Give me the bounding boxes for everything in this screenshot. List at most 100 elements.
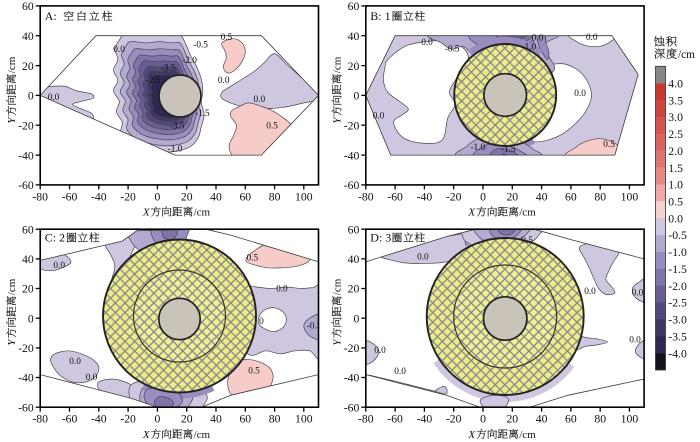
- svg-text:100: 100: [621, 413, 639, 426]
- svg-text:0: 0: [480, 190, 486, 203]
- svg-text:80: 80: [594, 413, 606, 426]
- svg-text:60: 60: [239, 190, 251, 203]
- svg-text:-20: -20: [18, 119, 34, 132]
- svg-text:-2.0: -2.0: [668, 280, 687, 293]
- svg-text:-1.0: -1.0: [470, 143, 485, 153]
- svg-text:-60: -60: [344, 401, 360, 414]
- svg-text:-0.5: -0.5: [307, 321, 322, 331]
- svg-text:40: 40: [210, 413, 222, 426]
- svg-text:40: 40: [22, 253, 34, 266]
- svg-text:0.0: 0.0: [574, 89, 586, 99]
- svg-text:2.5: 2.5: [668, 128, 683, 141]
- svg-text:-40: -40: [18, 372, 34, 385]
- svg-text:0.0: 0.0: [218, 76, 230, 86]
- svg-text:Y: Y: [6, 338, 18, 346]
- svg-text:/cm: /cm: [6, 56, 18, 73]
- svg-text:A:: A:: [45, 9, 57, 23]
- svg-text:-1.0: -1.0: [168, 144, 183, 154]
- svg-text:20: 20: [181, 190, 193, 203]
- svg-text:100: 100: [295, 190, 313, 203]
- svg-text:80: 80: [269, 413, 281, 426]
- svg-text:-20: -20: [446, 413, 462, 426]
- svg-text:X: X: [467, 207, 476, 219]
- svg-text:0.0: 0.0: [48, 93, 60, 103]
- svg-text:60: 60: [239, 413, 251, 426]
- svg-text:40: 40: [536, 413, 548, 426]
- svg-text:20: 20: [181, 413, 193, 426]
- svg-text:-60: -60: [18, 401, 34, 414]
- svg-text:20: 20: [506, 413, 518, 426]
- svg-text:20: 20: [22, 283, 34, 296]
- svg-text:-2.5: -2.5: [146, 76, 161, 86]
- svg-text:-3.0: -3.0: [668, 314, 687, 327]
- svg-text:-80: -80: [358, 413, 374, 426]
- svg-text:0.0: 0.0: [86, 373, 98, 383]
- svg-text:-0.5: -0.5: [445, 45, 460, 55]
- svg-text:20: 20: [22, 60, 34, 73]
- svg-text:-20: -20: [344, 119, 360, 132]
- svg-text:-2.5: -2.5: [668, 297, 687, 310]
- svg-text:0: 0: [353, 312, 359, 325]
- svg-text:-1.5: -1.5: [668, 263, 687, 276]
- svg-text:0.0: 0.0: [417, 253, 429, 263]
- svg-text:0: 0: [353, 90, 359, 103]
- svg-text:0: 0: [154, 413, 160, 426]
- svg-text:100: 100: [621, 190, 639, 203]
- svg-text:Y: Y: [332, 116, 344, 124]
- svg-text:-1.0: -1.0: [521, 42, 536, 52]
- svg-text:-1.5: -1.5: [501, 145, 516, 155]
- svg-text:0.0: 0.0: [632, 288, 644, 298]
- svg-text:0.0: 0.0: [69, 357, 81, 367]
- svg-text:0: 0: [154, 190, 160, 203]
- svg-text:-40: -40: [417, 413, 433, 426]
- svg-text:-2.0: -2.0: [182, 56, 197, 66]
- svg-text:0.0: 0.0: [374, 346, 386, 356]
- svg-text:-0.5: -0.5: [668, 229, 687, 242]
- svg-text:0: 0: [28, 312, 34, 325]
- svg-text:-4.0: -4.0: [668, 347, 687, 360]
- svg-text:Y: Y: [6, 116, 18, 124]
- svg-text:-40: -40: [344, 149, 360, 162]
- svg-text:80: 80: [594, 190, 606, 203]
- svg-text:-80: -80: [32, 190, 48, 203]
- svg-text:X: X: [467, 429, 476, 441]
- svg-text:-60: -60: [62, 190, 78, 203]
- svg-text:-80: -80: [32, 413, 48, 426]
- svg-text:-40: -40: [417, 190, 433, 203]
- svg-text:-40: -40: [91, 190, 107, 203]
- svg-text:20: 20: [348, 283, 360, 296]
- svg-text:/cm: /cm: [6, 278, 18, 295]
- svg-text:0.5: 0.5: [521, 236, 533, 246]
- svg-text:-60: -60: [18, 179, 34, 192]
- svg-text:40: 40: [22, 30, 34, 43]
- svg-text:0.5: 0.5: [221, 33, 233, 43]
- svg-text:1.0: 1.0: [668, 179, 683, 192]
- svg-text:C: 2: C: 2: [45, 231, 65, 245]
- svg-text:X: X: [142, 207, 151, 219]
- svg-text:-60: -60: [62, 413, 78, 426]
- svg-text:40: 40: [348, 253, 360, 266]
- svg-text:-40: -40: [344, 372, 360, 385]
- svg-text:60: 60: [565, 190, 577, 203]
- svg-text:3.0: 3.0: [668, 111, 683, 124]
- svg-text:-60: -60: [344, 179, 360, 192]
- svg-text:-3.5: -3.5: [170, 121, 185, 131]
- svg-text:-80: -80: [358, 190, 374, 203]
- svg-text:0.0: 0.0: [253, 95, 265, 105]
- svg-text:/cm: /cm: [519, 207, 536, 219]
- svg-text:0: 0: [259, 317, 264, 327]
- svg-text:-1.0: -1.0: [668, 246, 687, 259]
- svg-text:80: 80: [269, 190, 281, 203]
- svg-text:100: 100: [295, 413, 313, 426]
- svg-text:0.0: 0.0: [668, 212, 683, 225]
- svg-text:0.0: 0.0: [53, 261, 65, 271]
- svg-text:/cm: /cm: [519, 429, 536, 441]
- svg-text:-0.5: -0.5: [193, 40, 208, 50]
- svg-text:0: 0: [480, 413, 486, 426]
- svg-text:-20: -20: [344, 342, 360, 355]
- svg-text:2.0: 2.0: [668, 145, 683, 158]
- svg-text:/cm: /cm: [332, 56, 344, 73]
- svg-text:/cm: /cm: [332, 278, 344, 295]
- svg-text:40: 40: [536, 190, 548, 203]
- svg-text:0.0: 0.0: [586, 33, 598, 43]
